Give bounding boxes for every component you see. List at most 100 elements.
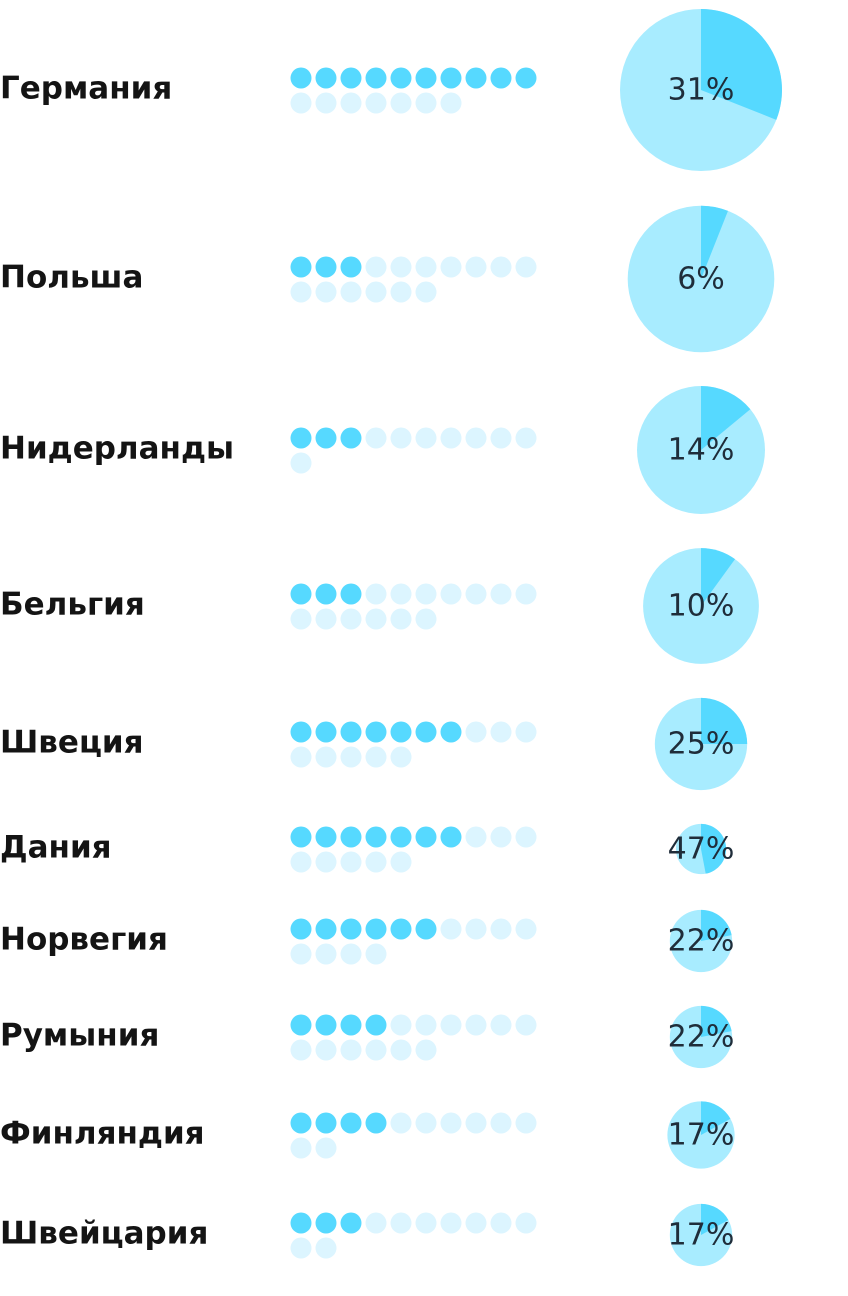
dot-empty [465,256,487,278]
percent-label: 17% [668,1118,735,1153]
chart-row: Дания 47% [0,823,734,875]
percent-label: 14% [668,433,735,468]
pie-slice [701,1005,732,1037]
dot-filled [340,1112,362,1134]
dot-empty [440,918,462,940]
dot-empty [365,1212,387,1234]
dot-empty [390,92,412,114]
dot-filled [365,826,387,848]
dot-filled [340,826,362,848]
dot-empty [415,1039,437,1061]
country-label: Швейцария [0,1216,208,1252]
dot-filled [315,721,337,743]
chart-row: Германия 31% [0,9,782,171]
dot-filled [390,721,412,743]
dot-filled [415,826,437,848]
dot-empty [315,1039,337,1061]
percent-label: 22% [668,1020,735,1055]
dot-empty [390,851,412,873]
dot-empty [490,826,512,848]
dot-empty [315,943,337,965]
dot-empty [290,608,312,630]
dot-empty [365,583,387,605]
dot-filled [365,1014,387,1036]
dot-empty [365,427,387,449]
dot-empty [490,1112,512,1134]
pie-slice [701,823,727,874]
dot-filled [340,256,362,278]
dot-empty [440,1014,462,1036]
dot-empty [390,608,412,630]
dot-filled [340,1212,362,1234]
dot-filled [415,918,437,940]
dot-filled [315,583,337,605]
dot-empty [390,1112,412,1134]
dot-empty [340,746,362,768]
dot-empty [465,427,487,449]
pie-slice [701,386,751,450]
pie-slice [701,697,748,744]
dot-empty [490,256,512,278]
dot-filled [365,721,387,743]
dot-empty [365,1039,387,1061]
dot-filled [415,67,437,89]
country-label: Польша [0,260,143,296]
dot-empty [415,281,437,303]
dot-empty [290,943,312,965]
dot-filled [390,67,412,89]
dot-empty [440,1112,462,1134]
dot-empty [365,746,387,768]
dot-empty [390,281,412,303]
dot-filled [315,67,337,89]
dot-empty [490,1014,512,1036]
dot-empty [515,826,537,848]
dot-empty [515,721,537,743]
dot-empty [340,943,362,965]
dot-empty [315,1137,337,1159]
dot-empty [365,256,387,278]
dot-filled [315,1014,337,1036]
dot-empty [515,256,537,278]
chart-row: Румыния 22% [0,1005,735,1069]
dot-filled [290,427,312,449]
dot-empty [440,1212,462,1234]
percent-label: 17% [668,1218,735,1253]
pie-slice [701,909,732,941]
dot-empty [465,918,487,940]
dot-filled [465,67,487,89]
dot-filled [365,918,387,940]
dot-filled [290,918,312,940]
country-label: Финляндия [0,1116,205,1152]
dot-empty [340,92,362,114]
percent-label: 25% [668,727,735,762]
dot-empty [440,583,462,605]
dot-empty [290,452,312,474]
dot-filled [365,67,387,89]
dot-empty [440,256,462,278]
dot-empty [290,92,312,114]
dot-empty [465,1112,487,1134]
dot-empty [315,1237,337,1259]
dot-filled [440,826,462,848]
dot-empty [465,721,487,743]
dot-filled [390,918,412,940]
dot-filled [515,67,537,89]
dot-filled [365,1112,387,1134]
dot-empty [315,608,337,630]
dot-empty [490,721,512,743]
dot-empty [490,427,512,449]
dot-empty [290,1137,312,1159]
dot-empty [415,427,437,449]
dot-filled [290,67,312,89]
dot-empty [315,92,337,114]
percent-label: 22% [668,924,735,959]
dot-empty [465,1212,487,1234]
dot-empty [515,1112,537,1134]
dot-empty [290,1039,312,1061]
dot-filled [390,826,412,848]
dot-empty [315,851,337,873]
dot-empty [390,427,412,449]
dot-empty [390,1039,412,1061]
dot-filled [315,1212,337,1234]
